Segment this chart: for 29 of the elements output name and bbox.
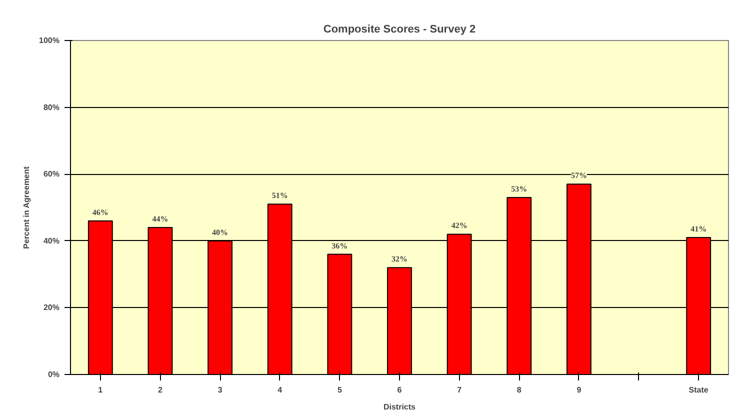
x-tick-label: 7 bbox=[457, 386, 462, 394]
x-axis-title: Districts bbox=[383, 402, 416, 412]
y-tick-label: 20% bbox=[43, 303, 60, 312]
data-label: 42% bbox=[451, 221, 468, 230]
y-tick-label: 60% bbox=[43, 170, 60, 179]
x-tick-label: State bbox=[688, 386, 709, 394]
chart-title: Composite Scores - Survey 2 bbox=[323, 24, 476, 36]
x-tick-label: 4 bbox=[278, 386, 283, 394]
y-axis-title: Percent in Agreement bbox=[22, 166, 32, 249]
x-tick-label: 3 bbox=[218, 386, 223, 394]
data-label: 32% bbox=[392, 254, 408, 264]
y-tick-label: 100% bbox=[39, 36, 60, 45]
y-tick-label: 0% bbox=[48, 370, 60, 379]
x-tick-label: 1 bbox=[98, 386, 104, 394]
data-label: 41% bbox=[690, 224, 707, 234]
x-tick-label: 2 bbox=[158, 386, 164, 394]
data-label: 51% bbox=[272, 191, 288, 200]
x-tick-label: 8 bbox=[516, 386, 522, 394]
y-tick-label: 80% bbox=[43, 102, 60, 112]
data-label: 57% bbox=[570, 171, 587, 180]
data-label: 46% bbox=[92, 208, 108, 217]
x-tick-label: 6 bbox=[397, 386, 402, 394]
data-label: 40% bbox=[212, 228, 228, 237]
data-label: 44% bbox=[152, 214, 168, 224]
x-tick-label: 5 bbox=[337, 386, 342, 394]
data-label: 53% bbox=[511, 184, 528, 194]
x-tick-label: 9 bbox=[576, 386, 582, 394]
y-tick-label: 40% bbox=[43, 236, 60, 246]
data-label: 36% bbox=[332, 241, 348, 250]
